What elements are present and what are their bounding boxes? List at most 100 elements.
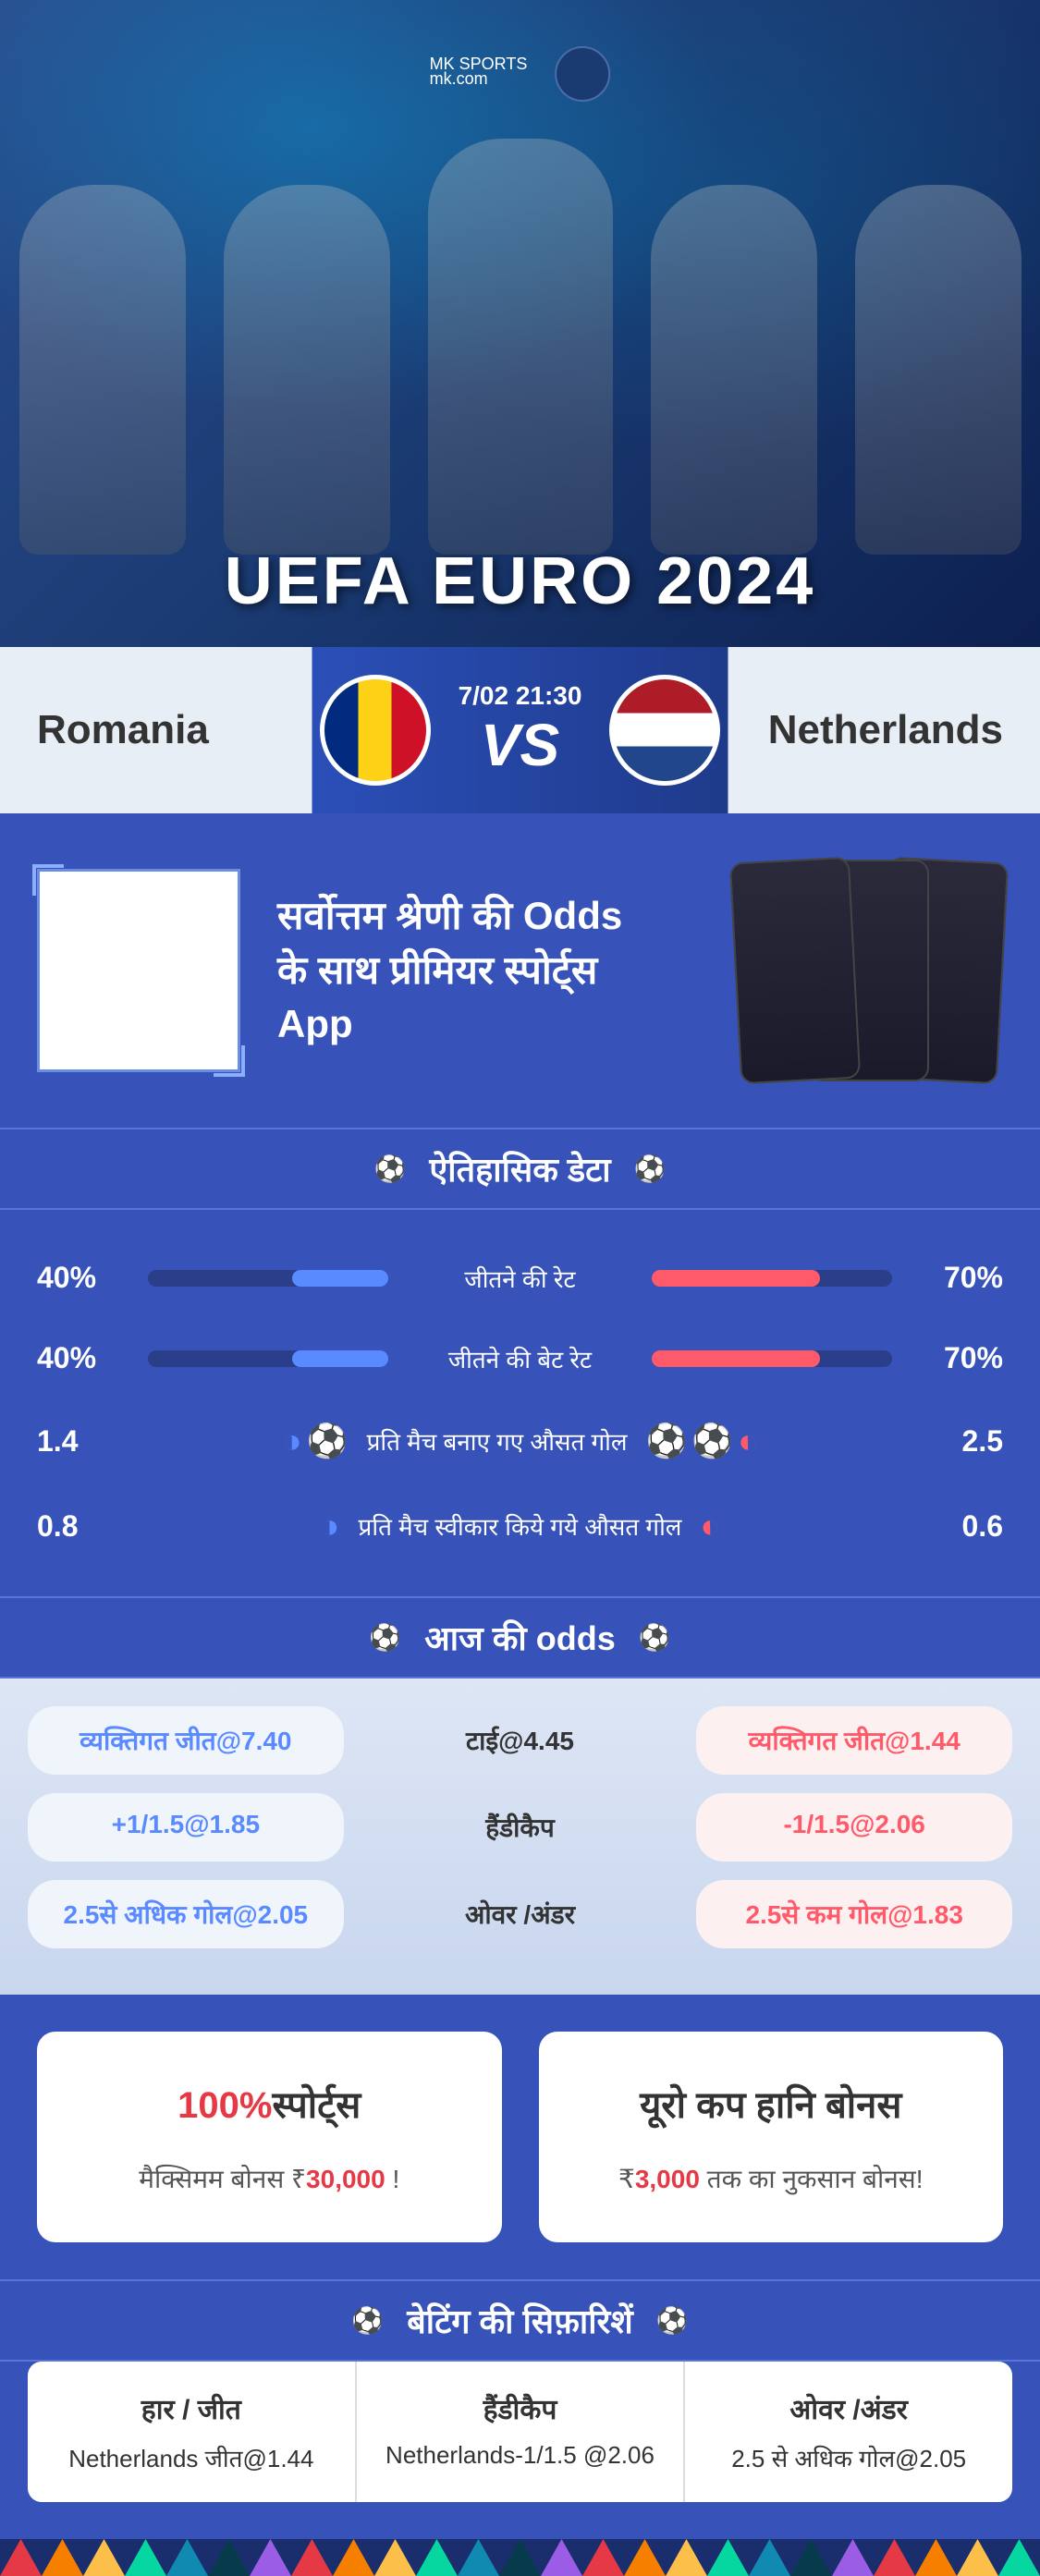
stat-bar-left (148, 1350, 388, 1367)
soccer-ball-icon: ⚽ (374, 1154, 407, 1184)
odds-section: व्यक्तिगत जीत@7.40 टाई@4.45 व्यक्तिगत जी… (0, 1679, 1040, 1995)
odds-cell-under[interactable]: 2.5से कम गोल@1.83 (696, 1880, 1012, 1948)
balls-right-icon: ◐ (700, 1507, 720, 1545)
phone-mockups (689, 860, 1003, 1081)
odds-cell-handicap-a[interactable]: +1/1.5@1.85 (28, 1793, 344, 1862)
bonus-desc-pre: ₹ (618, 2165, 635, 2193)
flag-netherlands-icon (609, 675, 720, 786)
stat-row-win-rate: 40% जीतने की रेट 70% (37, 1238, 1003, 1318)
stat-label: जीतने की बेट रेट (448, 1342, 592, 1375)
match-header: Romania 7/02 21:30 VS Netherlands (0, 647, 1040, 813)
player-silhouette (19, 185, 186, 555)
player-silhouette (224, 185, 390, 555)
player-silhouette (428, 139, 613, 555)
stat-label: जीतने की रेट (464, 1262, 575, 1295)
stat-bar-fill (652, 1350, 820, 1367)
stat-value-left: 40% (37, 1341, 148, 1375)
bonus-desc: मैक्सिमम बोनस ₹30,000 ! (74, 2161, 465, 2196)
flag-romania-icon (320, 675, 431, 786)
hero-title: UEFA EURO 2024 (225, 543, 816, 619)
section-title-label: बेटिंग की सिफ़ारिशें (407, 2298, 633, 2343)
balls-left-icon: ◑⚽ (282, 1422, 349, 1460)
bonus-amount: 30,000 (306, 2165, 385, 2193)
stat-bar-fill (292, 1350, 388, 1367)
odds-cell-over[interactable]: 2.5से अधिक गोल@2.05 (28, 1880, 344, 1948)
bonus-desc: ₹3,000 तक का नुकसान बोनस! (576, 2161, 967, 2196)
bonus-desc-post: तक का नुकसान बोनस! (700, 2165, 924, 2193)
stat-row-goals-against: 0.8 ◑ प्रति मैच स्वीकार किये गये औसत गोल… (37, 1483, 1003, 1569)
stat-bar-fill (292, 1270, 388, 1287)
stat-bar-fill (652, 1270, 820, 1287)
balls-right-icon: ⚽⚽◐ (646, 1422, 758, 1460)
recommend-label: हार / जीत (55, 2389, 327, 2427)
team-a-name: Romania (0, 707, 320, 753)
stat-value-left: 1.4 (37, 1424, 148, 1459)
recommend-cell-overunder[interactable]: ओवर /अंडर 2.5 से अधिक गोल@2.05 (685, 2362, 1012, 2502)
bonus-title: 100%स्पोर्ट्स (74, 2078, 465, 2129)
stat-bar-right (652, 1270, 892, 1287)
recommend-label: हैंडीकैप (385, 2389, 656, 2427)
odds-cell-team-b-win[interactable]: व्यक्तिगत जीत@1.44 (696, 1706, 1012, 1775)
bonus-title: यूरो कप हानि बोनस (576, 2078, 967, 2129)
team-b-name: Netherlands (720, 707, 1040, 753)
stat-mid: ◑⚽ प्रति मैच बनाए गए औसत गोल ⚽⚽◐ (148, 1422, 892, 1460)
odds-row: 2.5से अधिक गोल@2.05 ओवर /अंडर 2.5से कम ग… (28, 1880, 1012, 1948)
section-title-recommendations: ⚽ बेटिंग की सिफ़ारिशें ⚽ (0, 2279, 1040, 2362)
stat-bar-left (148, 1270, 388, 1287)
stat-label: प्रति मैच स्वीकार किये गये औसत गोल (359, 1509, 682, 1543)
bonus-card-sports[interactable]: 100%स्पोर्ट्स मैक्सिमम बोनस ₹30,000 ! (37, 2032, 502, 2242)
recommend-cell-winlose[interactable]: हार / जीत Netherlands जीत@1.44 (28, 2362, 357, 2502)
stat-value-right: 0.6 (892, 1509, 1003, 1544)
section-title-odds: ⚽ आज की odds ⚽ (0, 1596, 1040, 1679)
stat-row-goals-for: 1.4 ◑⚽ प्रति मैच बनाए गए औसत गोल ⚽⚽◐ 2.5 (37, 1398, 1003, 1483)
phone-icon (729, 857, 861, 1084)
balls-left-icon: ◑ (320, 1507, 340, 1545)
stat-label-wrap: जीतने की रेट (388, 1262, 652, 1295)
bonus-desc-pre: मैक्सिमम बोनस ₹ (139, 2165, 306, 2193)
qr-code-placeholder[interactable] (37, 869, 240, 1072)
soccer-ball-icon: ⚽ (351, 2305, 384, 2336)
stat-value-left: 0.8 (37, 1509, 148, 1544)
club-badge-icon (555, 46, 610, 102)
vs-block: 7/02 21:30 VS (459, 681, 582, 779)
soccer-ball-icon: ⚽ (656, 2305, 689, 2336)
vs-text: VS (459, 711, 582, 779)
match-center: 7/02 21:30 VS (320, 675, 721, 786)
recommend-value: Netherlands-1/1.5 @2.06 (385, 2441, 656, 2470)
odds-cell-handicap-b[interactable]: -1/1.5@2.06 (696, 1793, 1012, 1862)
section-title-label: आज की odds (424, 1615, 615, 1660)
stat-value-left: 40% (37, 1261, 148, 1295)
rainbow-footer-decoration (0, 2539, 1040, 2576)
recommend-value: 2.5 से अधिक गोल@2.05 (713, 2441, 985, 2474)
promo-banner: सर्वोत्तम श्रेणी की Odds के साथ प्रीमियर… (0, 813, 1040, 1128)
soccer-ball-icon: ⚽ (634, 1154, 667, 1184)
stat-bar-right (652, 1350, 892, 1367)
promo-text: सर्वोत्तम श्रेणी की Odds के साथ प्रीमियर… (277, 889, 652, 1052)
odds-cell-handicap-label: हैंडीकैप (362, 1793, 679, 1862)
hero-banner: MK SPORTS mk.com UEFA EURO 2024 (0, 0, 1040, 647)
stat-label: प्रति मैच बनाए गए औसत गोल (367, 1424, 628, 1458)
player-silhouette (651, 185, 817, 555)
bonus-section: 100%स्पोर्ट्स मैक्सिमम बोनस ₹30,000 ! यू… (0, 1995, 1040, 2279)
stats-section: 40% जीतने की रेट 70% 40% जीतने की बेट रे… (0, 1210, 1040, 1596)
recommend-value: Netherlands जीत@1.44 (55, 2441, 327, 2474)
odds-cell-tie[interactable]: टाई@4.45 (362, 1706, 679, 1775)
logo-row: MK SPORTS mk.com (430, 46, 611, 102)
mk-sports-logo: MK SPORTS mk.com (430, 59, 528, 89)
bonus-title-rest: स्पोर्ट्स (272, 2085, 361, 2126)
recommend-section: हार / जीत Netherlands जीत@1.44 हैंडीकैप … (0, 2362, 1040, 2539)
odds-row: व्यक्तिगत जीत@7.40 टाई@4.45 व्यक्तिगत जी… (28, 1706, 1012, 1775)
recommend-cell-handicap[interactable]: हैंडीकैप Netherlands-1/1.5 @2.06 (357, 2362, 686, 2502)
bonus-desc-post: ! (385, 2165, 400, 2193)
soccer-ball-icon: ⚽ (369, 1622, 401, 1653)
bonus-card-euro-cup[interactable]: यूरो कप हानि बोनस ₹3,000 तक का नुकसान बो… (539, 2032, 1004, 2242)
soccer-ball-icon: ⚽ (639, 1622, 671, 1653)
recommend-label: ओवर /अंडर (713, 2389, 985, 2427)
promo-line-2: के साथ प्रीमियर स्पोर्ट्स App (277, 944, 652, 1053)
bonus-amount: 3,000 (635, 2165, 700, 2193)
promo-line-1: सर्वोत्तम श्रेणी की Odds (277, 889, 652, 944)
player-silhouette (855, 185, 1022, 555)
stat-value-right: 70% (892, 1341, 1003, 1375)
odds-cell-team-a-win[interactable]: व्यक्तिगत जीत@7.40 (28, 1706, 344, 1775)
stat-row-bet-win-rate: 40% जीतने की बेट रेट 70% (37, 1318, 1003, 1398)
